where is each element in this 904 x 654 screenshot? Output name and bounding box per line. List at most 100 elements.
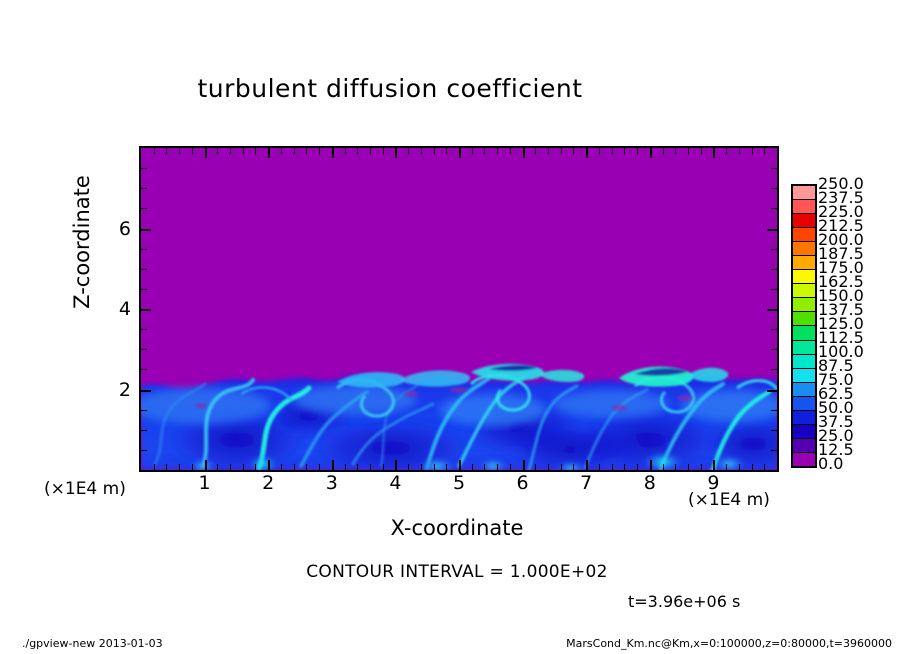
axis-tick [771,349,777,350]
x-tick-label: 6 [516,472,529,494]
axis-tick [357,148,358,154]
colorbar-tick-label: 125.0 [818,314,864,333]
colorbar-band [793,186,815,201]
axis-tick [446,148,447,154]
axis-tick [141,450,147,451]
axis-tick [459,460,461,470]
axis-tick [586,148,588,158]
colorbar-band [793,438,815,453]
axis-tick [771,289,777,290]
axis-tick [771,269,777,270]
colorbar-tick-label: 175.0 [818,258,864,277]
axis-tick [268,460,270,470]
axis-tick [179,148,180,154]
x-axis-title: X-coordinate [390,516,524,540]
axis-tick [523,460,525,470]
axis-tick [357,464,358,470]
axis-tick [141,430,147,431]
colorbar-tick-label: 187.5 [818,244,864,263]
axis-tick [306,148,307,154]
colorbar-tick-label: 37.5 [818,412,854,431]
axis-tick [767,309,777,311]
colorbar-band [793,284,815,299]
axis-tick [726,148,727,154]
axis-tick [561,148,562,154]
colorbar-band [793,354,815,369]
axis-tick [141,289,147,290]
page-title: turbulent diffusion coefficient [197,74,583,103]
colorbar-band [793,382,815,397]
axis-tick [319,148,320,154]
axis-tick [408,148,409,154]
axis-tick [217,464,218,470]
axis-tick [771,249,777,250]
colorbar-band [793,326,815,341]
axis-tick [370,464,371,470]
axis-tick [154,464,155,470]
axis-tick [141,188,147,189]
y-tick-label: 6 [118,217,131,240]
axis-tick [205,148,207,158]
colorbar-tick-label: 12.5 [818,440,854,459]
x-tick-label: 7 [580,472,593,494]
axis-tick [612,464,613,470]
axis-tick [408,464,409,470]
axis-tick [739,148,740,154]
axis-tick [599,464,600,470]
axis-tick [294,148,295,154]
axis-tick [141,329,147,330]
axis-tick [586,460,588,470]
axis-tick [771,329,777,330]
colorbar-tick-label: 50.0 [818,398,854,417]
axis-tick [383,464,384,470]
axis-tick [434,148,435,154]
axis-tick [141,269,147,270]
colorbar-tick-label: 25.0 [818,426,854,445]
axis-tick [663,148,664,154]
contour-interval-label: CONTOUR INTERVAL = 1.000E+02 [306,562,608,582]
axis-tick [421,464,422,470]
x-unit-label-right: (×1E4 m) [688,490,770,510]
colorbar-tick-label: 75.0 [818,370,854,389]
axis-tick [713,460,715,470]
axis-tick [637,464,638,470]
axis-tick [688,148,689,154]
y-axis-title: Z-coordinate [70,175,94,309]
colorbar-band [793,214,815,229]
axis-tick [510,148,511,154]
colorbar [791,184,817,468]
axis-tick [688,464,689,470]
colorbar-tick-label: 162.5 [818,272,864,291]
axis-tick [268,148,270,158]
axis-tick [383,148,384,154]
colorbar-band [793,242,815,257]
axis-tick [561,464,562,470]
x-tick-label: 5 [452,472,466,494]
axis-tick [497,464,498,470]
colorbar-tick-label: 212.5 [818,216,864,235]
colorbar-band [793,340,815,355]
axis-tick [243,464,244,470]
axis-tick [771,168,777,169]
axis-tick [767,390,777,392]
axis-tick [166,464,167,470]
axis-tick [243,148,244,154]
axis-tick [599,148,600,154]
colorbar-band [793,228,815,243]
colorbar-tick-label: 225.0 [818,202,864,221]
axis-tick [663,464,664,470]
colorbar-band [793,256,815,271]
plot-area [139,146,779,472]
axis-tick [624,464,625,470]
axis-tick [535,148,536,154]
axis-tick [192,148,193,154]
axis-tick [701,464,702,470]
axis-tick [459,148,461,158]
axis-tick [154,148,155,154]
axis-tick [345,148,346,154]
axis-tick [332,148,334,158]
colorbar-band [793,270,815,285]
y-tick-label: 2 [118,378,131,401]
axis-tick [771,450,777,451]
colorbar-band [793,452,815,466]
